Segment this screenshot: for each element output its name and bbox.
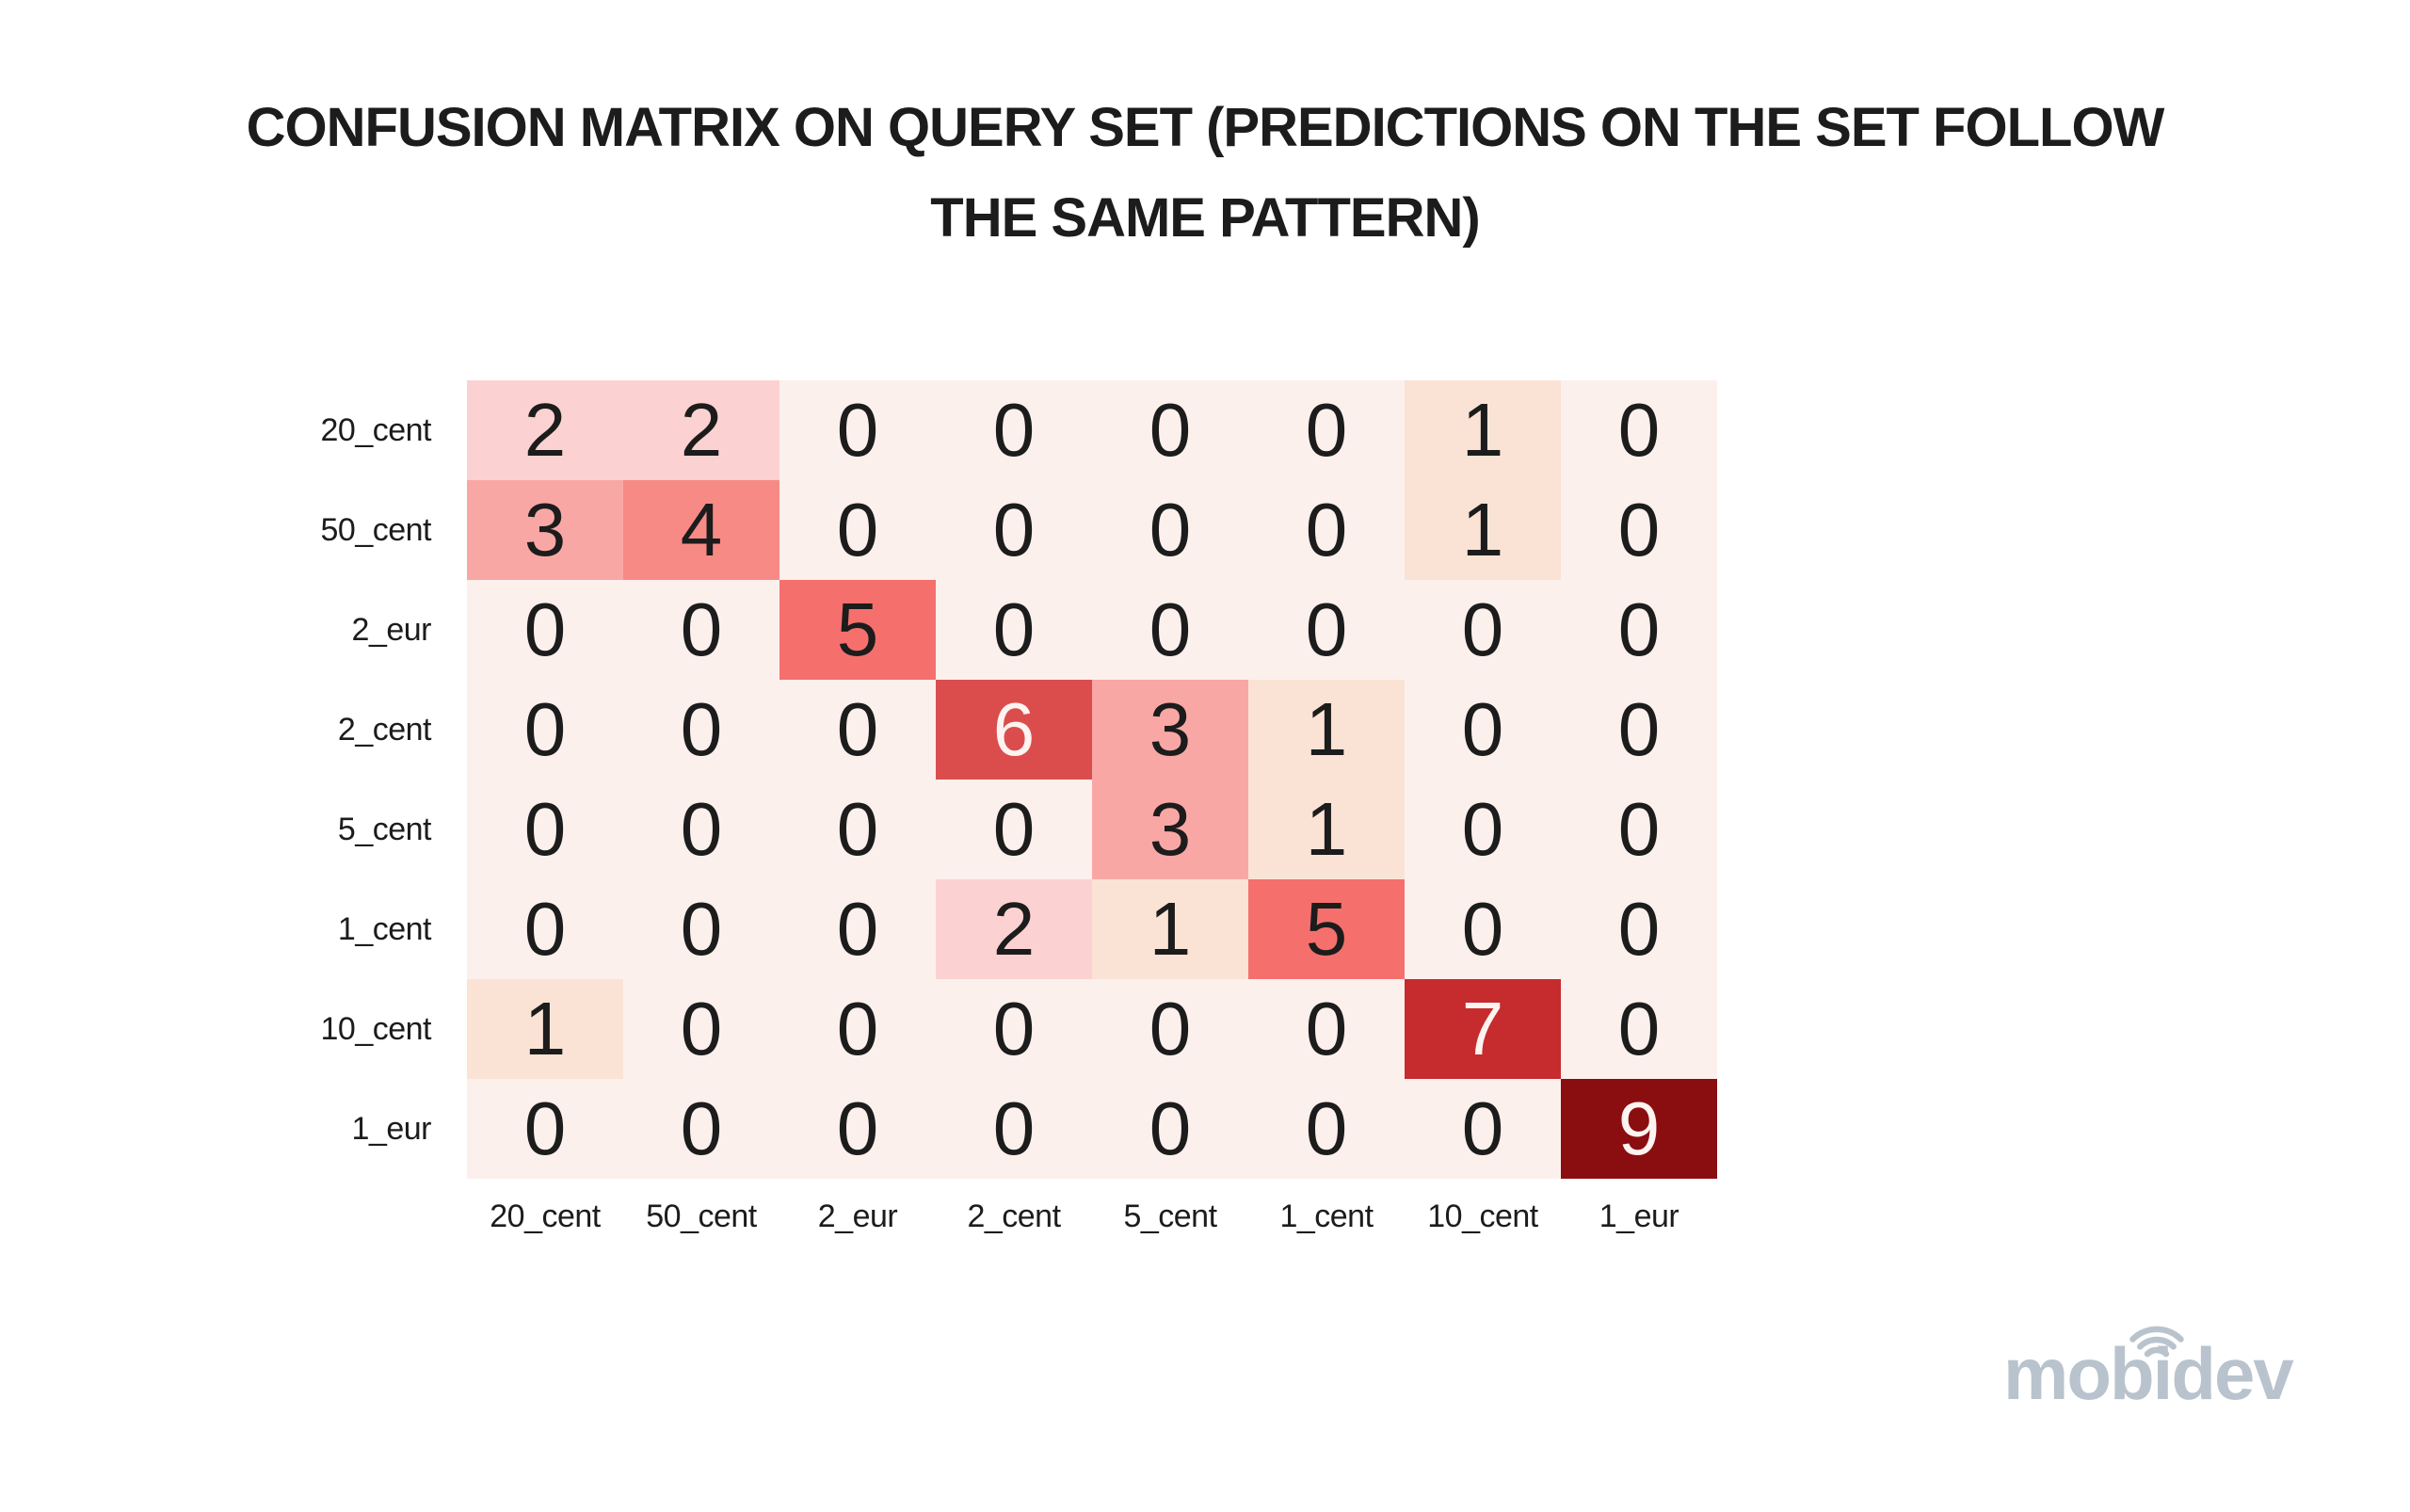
- matrix-cell-r1c0: 3: [467, 480, 623, 580]
- matrix-cell-r4c4: 3: [1092, 780, 1248, 879]
- matrix-cell-r1c4: 0: [1092, 480, 1248, 580]
- matrix-cell-r1c6: 1: [1405, 480, 1561, 580]
- matrix-cell-r1c3: 0: [936, 480, 1092, 580]
- matrix-cell-r4c3: 0: [936, 780, 1092, 879]
- matrix-cell-r3c3: 6: [936, 680, 1092, 780]
- matrix-cell-r7c5: 0: [1248, 1079, 1405, 1179]
- matrix-cell-r0c5: 0: [1248, 380, 1405, 480]
- matrix-cell-r6c2: 0: [779, 979, 936, 1079]
- matrix-cell-r0c0: 2: [467, 380, 623, 480]
- y-axis-label-1: 50_cent: [320, 511, 432, 548]
- y-axis-label-6: 10_cent: [320, 1010, 432, 1047]
- y-axis-label-3: 2_cent: [337, 711, 432, 748]
- matrix-cell-r6c7: 0: [1561, 979, 1717, 1079]
- x-axis-label-5: 1_cent: [1279, 1198, 1374, 1234]
- matrix-cell-r2c6: 0: [1405, 580, 1561, 680]
- matrix-cell-r5c6: 0: [1405, 879, 1561, 979]
- matrix-cell-r2c1: 0: [623, 580, 779, 680]
- matrix-cell-r6c1: 0: [623, 979, 779, 1079]
- matrix-cell-r4c2: 0: [779, 780, 936, 879]
- y-axis-label-0: 20_cent: [320, 411, 432, 448]
- matrix-cell-r1c7: 0: [1561, 480, 1717, 580]
- matrix-cell-r7c4: 0: [1092, 1079, 1248, 1179]
- matrix-cell-r5c5: 5: [1248, 879, 1405, 979]
- x-axis-label-4: 5_cent: [1123, 1198, 1217, 1234]
- matrix-cell-r2c5: 0: [1248, 580, 1405, 680]
- matrix-cell-r5c1: 0: [623, 879, 779, 979]
- matrix-cell-r1c2: 0: [779, 480, 936, 580]
- matrix-cell-r7c3: 0: [936, 1079, 1092, 1179]
- matrix-cell-r3c7: 0: [1561, 680, 1717, 780]
- x-axis-label-7: 1_eur: [1599, 1198, 1679, 1234]
- y-axis-label-4: 5_cent: [337, 811, 432, 847]
- matrix-cell-r2c2: 5: [779, 580, 936, 680]
- chart-title: CONFUSION MATRIX ON QUERY SET (PREDICTIO…: [0, 83, 2410, 264]
- matrix-cell-r2c7: 0: [1561, 580, 1717, 680]
- matrix-cell-r4c7: 0: [1561, 780, 1717, 879]
- matrix-cell-r3c4: 3: [1092, 680, 1248, 780]
- matrix-cell-r6c3: 0: [936, 979, 1092, 1079]
- matrix-cell-r0c7: 0: [1561, 380, 1717, 480]
- x-axis-label-6: 10_cent: [1427, 1198, 1538, 1234]
- y-axis-label-7: 1_eur: [351, 1110, 432, 1147]
- matrix-cell-r5c2: 0: [779, 879, 936, 979]
- matrix-cell-r4c0: 0: [467, 780, 623, 879]
- matrix-cell-r5c4: 1: [1092, 879, 1248, 979]
- matrix-cell-r1c5: 0: [1248, 480, 1405, 580]
- logo-text: mobidev: [2003, 1332, 2294, 1415]
- matrix-cell-r7c1: 0: [623, 1079, 779, 1179]
- matrix-cell-r3c1: 0: [623, 680, 779, 780]
- matrix-cell-r4c5: 1: [1248, 780, 1405, 879]
- matrix-cell-r7c6: 0: [1405, 1079, 1561, 1179]
- matrix-cell-r7c2: 0: [779, 1079, 936, 1179]
- x-axis-labels: 20_cent 50_cent 2_eur 2_cent 5_cent 1_cent 10_…: [467, 1179, 1717, 1254]
- matrix-cell-r6c0: 1: [467, 979, 623, 1079]
- chart-title-line2: THE SAME PATTERN): [930, 187, 1480, 249]
- matrix-cell-r0c2: 0: [779, 380, 936, 480]
- matrix-cell-r5c0: 0: [467, 879, 623, 979]
- matrix-cell-r3c5: 1: [1248, 680, 1405, 780]
- matrix-cell-r0c3: 0: [936, 380, 1092, 480]
- mobidev-logo: mobidev: [2003, 1314, 2314, 1418]
- matrix-cell-r0c1: 2: [623, 380, 779, 480]
- matrix-cell-r6c6: 7: [1405, 979, 1561, 1079]
- x-axis-label-0: 20_cent: [490, 1198, 601, 1234]
- matrix-cell-r6c4: 0: [1092, 979, 1248, 1079]
- matrix-cell-r3c0: 0: [467, 680, 623, 780]
- matrix-cell-r0c4: 0: [1092, 380, 1248, 480]
- matrix-cell-r5c3: 2: [936, 879, 1092, 979]
- x-axis-label-1: 50_cent: [646, 1198, 757, 1234]
- matrix-cell-r3c6: 0: [1405, 680, 1561, 780]
- y-axis-labels: 20_cent 50_cent 2_eur 2_cent 5_cent 1_cent 10_…: [0, 380, 432, 1179]
- matrix-cell-r2c0: 0: [467, 580, 623, 680]
- x-axis-label-3: 2_cent: [967, 1198, 1061, 1234]
- matrix-cell-r1c1: 4: [623, 480, 779, 580]
- matrix-cell-r2c3: 0: [936, 580, 1092, 680]
- matrix-cell-r6c5: 0: [1248, 979, 1405, 1079]
- y-axis-label-5: 1_cent: [337, 910, 432, 947]
- matrix-cell-r2c4: 0: [1092, 580, 1248, 680]
- matrix-cell-r5c7: 0: [1561, 879, 1717, 979]
- x-axis-label-2: 2_eur: [817, 1198, 898, 1234]
- matrix-cell-r4c6: 0: [1405, 780, 1561, 879]
- chart-title-line1: CONFUSION MATRIX ON QUERY SET (PREDICTIO…: [246, 97, 2165, 158]
- wifi-arcs-icon: [2129, 1326, 2184, 1358]
- matrix-cell-r0c6: 1: [1405, 380, 1561, 480]
- matrix-cell-r7c7: 9: [1561, 1079, 1717, 1179]
- matrix-cell-r3c2: 0: [779, 680, 936, 780]
- matrix-cell-r4c1: 0: [623, 780, 779, 879]
- y-axis-label-2: 2_eur: [351, 611, 432, 648]
- matrix-cell-r7c0: 0: [467, 1079, 623, 1179]
